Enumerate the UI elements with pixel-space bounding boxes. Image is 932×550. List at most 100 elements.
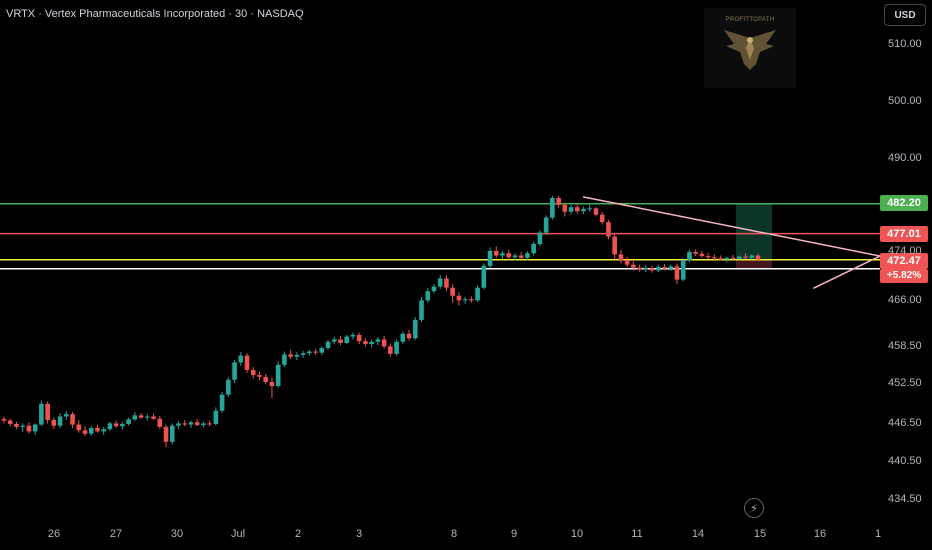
candle-body	[45, 403, 50, 420]
candle-body	[76, 424, 82, 431]
candle-body	[450, 287, 455, 296]
currency-button[interactable]: USD	[884, 4, 926, 26]
candle-body	[606, 222, 611, 237]
candle-body	[687, 252, 692, 261]
red-level-label: 477.01	[880, 226, 928, 242]
candle-body	[325, 341, 331, 349]
candle-body	[612, 236, 617, 255]
candle-body	[543, 217, 549, 233]
candle-body	[618, 254, 624, 261]
candle-body	[649, 268, 655, 271]
watermark-logo: PROFITTOPATH	[704, 8, 796, 88]
candle-body	[88, 428, 94, 434]
candle-body	[250, 369, 256, 376]
candle-body	[169, 425, 175, 442]
candle-body	[282, 354, 287, 365]
candle-body	[637, 267, 642, 270]
time-tick: 2	[294, 528, 302, 540]
candle-body	[307, 351, 312, 354]
candle-body	[518, 255, 524, 258]
time-axis[interactable]	[0, 520, 932, 550]
candle-body	[194, 422, 200, 426]
price-tick: 466.00	[888, 294, 922, 306]
time-tick: Jul	[230, 528, 246, 540]
candle-body	[257, 375, 262, 377]
candle-body	[263, 376, 269, 382]
candle-body	[344, 336, 350, 343]
candle-body	[275, 364, 281, 387]
candle-body	[145, 416, 150, 418]
candle-body	[226, 379, 231, 395]
time-tick: 16	[813, 528, 827, 540]
candle-body	[655, 267, 661, 271]
candle-body	[300, 353, 306, 355]
candle-body	[338, 339, 343, 343]
candle-body	[737, 256, 742, 259]
candle-body	[51, 419, 57, 426]
position-target-zone	[736, 203, 772, 260]
time-tick: 30	[170, 528, 184, 540]
candle-body	[412, 319, 418, 339]
candle-body	[188, 422, 194, 425]
price-tick: 500.00	[888, 95, 922, 107]
candle-body	[743, 256, 748, 258]
time-tick: 14	[691, 528, 705, 540]
candle-body	[699, 253, 705, 257]
candle-body	[475, 287, 480, 301]
candle-body	[537, 232, 543, 244]
candle-body	[755, 255, 761, 260]
candle-body	[599, 214, 605, 223]
time-tick: 27	[109, 528, 123, 540]
candle-body	[749, 255, 755, 258]
logo-text: PROFITTOPATH	[725, 17, 775, 23]
candle-body	[674, 266, 680, 280]
candle-body	[581, 208, 586, 212]
green-level-label: 482.20	[880, 195, 928, 211]
time-tick: 15	[753, 528, 767, 540]
candle-body	[587, 208, 593, 210]
candle-body	[350, 334, 356, 337]
chart-plot-area[interactable]: VRTX · Vertex Pharmaceuticals Incorporat…	[0, 0, 880, 520]
time-tick: 26	[47, 528, 61, 540]
price-tick: 446.50	[888, 417, 922, 429]
eagle-logo-icon	[724, 30, 776, 70]
candle-body	[244, 355, 250, 370]
candle-body	[462, 299, 468, 301]
lightning-replay-icon[interactable]: ⚡	[744, 498, 764, 518]
price-tick: 452.50	[888, 377, 922, 389]
candle-body	[20, 425, 25, 427]
candle-body	[331, 339, 337, 342]
candle-body	[7, 420, 13, 424]
candle-body	[668, 266, 674, 269]
candle-body	[269, 382, 275, 387]
candle-body	[238, 355, 244, 363]
candle-body	[70, 414, 75, 425]
candle-body	[406, 333, 412, 339]
candle-body	[680, 260, 686, 280]
candle-body	[419, 300, 424, 320]
candle-body	[232, 362, 237, 380]
price-tick: 510.00	[888, 38, 922, 50]
candle-body	[176, 423, 181, 426]
triangle-lower-line	[813, 255, 880, 289]
candle-body	[369, 341, 374, 345]
candle-body	[101, 429, 107, 432]
candle-body	[444, 278, 449, 288]
time-tick: 3	[355, 528, 363, 540]
candle-body	[375, 339, 381, 342]
candle-body	[693, 252, 698, 254]
candle-body	[556, 198, 561, 205]
candle-body	[163, 426, 169, 442]
candle-body	[113, 423, 119, 427]
candle-body	[39, 403, 44, 425]
candle-body	[562, 204, 568, 212]
candle-body	[712, 257, 717, 259]
candle-body	[724, 257, 730, 260]
candle-body	[662, 267, 667, 269]
candle-body	[207, 423, 212, 425]
candle-body	[525, 253, 530, 258]
price-tick: 440.50	[888, 455, 922, 467]
price-tick: 490.00	[888, 152, 922, 164]
candlestick-chart[interactable]	[0, 0, 880, 520]
time-tick: 11	[631, 528, 643, 540]
